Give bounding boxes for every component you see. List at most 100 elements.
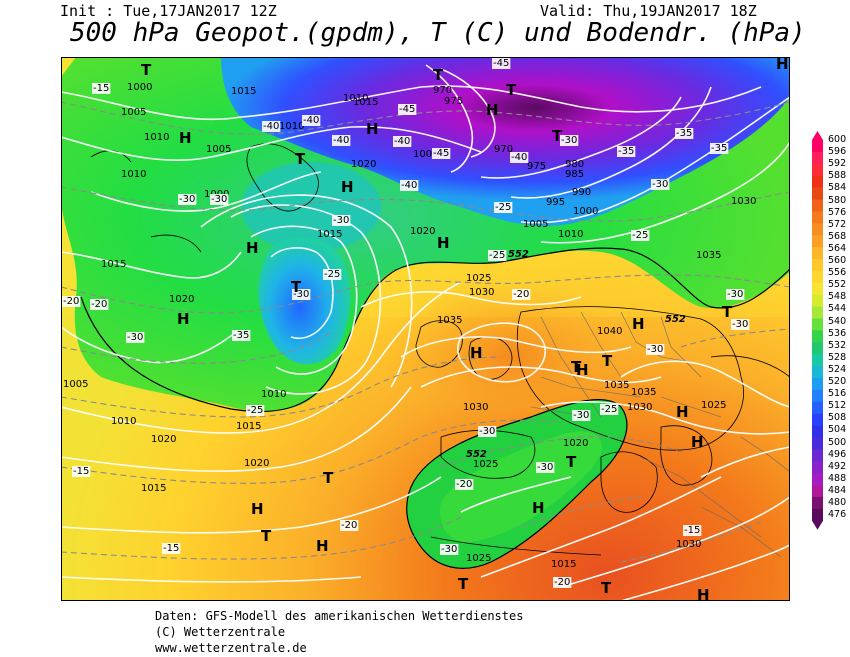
temperature-label: -30: [127, 332, 143, 343]
legend-value: 492: [828, 460, 847, 472]
pressure-center: T: [291, 278, 302, 296]
temperature-label-box: [617, 146, 636, 157]
cold-pool-west: [241, 162, 381, 252]
temperature-label-box: [710, 143, 729, 154]
pressure-label: 1020: [563, 438, 588, 449]
pressure-label: 1025: [466, 553, 491, 564]
pressure-label: 1030: [463, 402, 488, 413]
pressure-label: 1000: [573, 206, 598, 217]
pressure-label: 1030: [627, 402, 652, 413]
temperature-label: -15: [93, 83, 109, 94]
pressure-label: 990: [572, 187, 591, 198]
pressure-label: 975: [527, 161, 546, 172]
temperature-label: -15: [73, 466, 89, 477]
temperature-label: -40: [394, 136, 410, 147]
pressure-label: 1010: [261, 389, 286, 400]
legend-value: 596: [828, 146, 847, 158]
pressure-center: T: [261, 527, 272, 545]
legend-arrow-top: [812, 131, 823, 140]
legend-value: 588: [828, 170, 847, 182]
temperature-label-box: [731, 319, 750, 330]
temperature-labels: -15 -40 -40 -40 -45 -45 -40 -45 -30 -40 …: [62, 58, 750, 588]
warm-ridge-core: [381, 282, 641, 432]
pressure-center: T: [552, 127, 563, 145]
legend-value: 536: [828, 327, 847, 339]
legend-swatch: [812, 175, 823, 188]
temperature-label-box: [440, 544, 459, 555]
pressure-label: 1010: [343, 93, 368, 104]
temperature-label-box: [398, 104, 417, 115]
temperature-label: -20: [513, 289, 529, 300]
legend-swatch: [812, 366, 823, 379]
footer-copyright: (C) Wetterzentrale: [155, 625, 286, 639]
legend-swatch: [812, 306, 823, 319]
temperature-label: -35: [233, 330, 249, 341]
temperature-label: -35: [711, 143, 727, 154]
temperature-label-box: [631, 230, 650, 241]
legend-value: 532: [828, 339, 847, 351]
temperature-label: -30: [561, 135, 577, 146]
pressure-label: 985: [565, 169, 584, 180]
legend-value: 488: [828, 472, 847, 484]
legend-swatch: [812, 151, 823, 165]
pressure-center: H: [366, 120, 379, 138]
legend-value: 552: [828, 279, 847, 291]
isobars: [61, 64, 790, 601]
temperature-label: -35: [676, 128, 692, 139]
legend-swatch: [812, 282, 823, 295]
legend-value: 572: [828, 218, 847, 230]
pressure-label: 995: [546, 197, 565, 208]
temperature-label-box: [572, 410, 591, 421]
temperature-label: -25: [489, 250, 505, 261]
pressure-center: H: [676, 403, 689, 421]
temperature-label-box: [400, 180, 419, 191]
temperature-label: -45: [493, 58, 509, 69]
temperature-label-box: [455, 479, 474, 490]
pressure-label: 1025: [466, 273, 491, 284]
legend-value: 576: [828, 206, 847, 218]
temperature-label-box: [90, 299, 109, 310]
pressure-center: H: [486, 101, 499, 119]
legend-swatch: [812, 497, 823, 510]
legend-swatch: [812, 247, 823, 260]
temperature-label: -40: [511, 152, 527, 163]
pressure-label: 1005: [121, 107, 146, 118]
legend-swatch: [812, 425, 823, 438]
legend-value: 560: [828, 255, 847, 266]
pressure-label: 1035: [631, 387, 656, 398]
color-legend: [812, 131, 823, 530]
pressure-center: H: [341, 178, 354, 196]
legend-swatch: [812, 508, 823, 522]
pressure-center: T: [506, 81, 517, 99]
legend-value: 508: [828, 412, 847, 424]
temperature-label: -45: [399, 104, 415, 115]
isoline-label: 552: [508, 249, 529, 260]
pressure-label: 1020: [410, 226, 435, 237]
temperature-label: -20: [341, 520, 357, 531]
pressure-center: T: [433, 66, 444, 84]
pressure-center: T: [566, 453, 577, 471]
pressure-center: H: [632, 315, 645, 333]
pressure-center: T: [323, 469, 334, 487]
temperature-label-box: [560, 135, 579, 146]
footer-url: www.wetterzentrale.de: [155, 641, 307, 655]
legend-value: 600: [828, 134, 847, 145]
temperature-label-box: [332, 135, 351, 146]
pressure-label: 1015: [101, 259, 126, 270]
temperature-label-box: [323, 269, 342, 280]
temperature-label-box: [162, 543, 181, 554]
polar-vortex: [221, 57, 790, 226]
temperature-label: -40: [401, 180, 417, 191]
pressure-label: 975: [444, 96, 463, 107]
pressure-label: 1015: [551, 559, 576, 570]
temperature-label-box: [92, 83, 111, 94]
temperature-label: -20: [63, 296, 79, 307]
pressure-center: H: [576, 361, 589, 379]
pressure-label: 1020: [151, 434, 176, 445]
pressure-label: 1015: [317, 229, 342, 240]
legend-swatch: [812, 449, 823, 462]
legend-swatch: [812, 413, 823, 426]
temperature-label: -30: [652, 179, 668, 190]
temperature-label-box: [62, 296, 81, 307]
pressure-label: 970: [494, 144, 513, 155]
